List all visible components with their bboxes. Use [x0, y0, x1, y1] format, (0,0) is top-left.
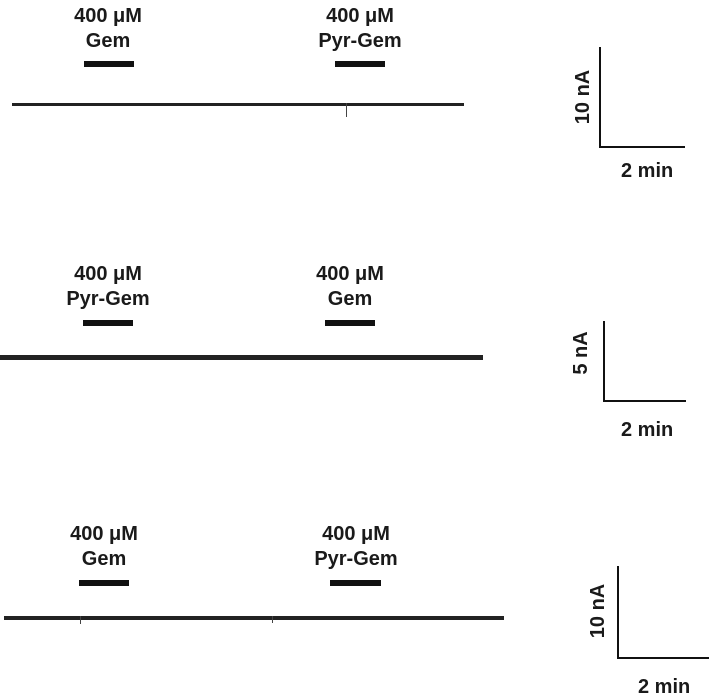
drug-name: Gem [327, 288, 373, 310]
scale-bar-horizontal [603, 400, 686, 402]
drug-name: Pyr-Gem [66, 288, 150, 310]
drug-name: Gem [85, 30, 131, 52]
drug-label-gem: 400 μM Gem [316, 262, 384, 312]
drug-label-pyr-gem: 400 μM Pyr-Gem [318, 4, 401, 54]
scale-bar-vertical [617, 566, 619, 659]
application-bar [84, 61, 134, 67]
scale-bar-vertical [603, 321, 605, 402]
trace-tick [80, 616, 81, 624]
scale-bar-x-label: 2 min [638, 676, 691, 698]
scale-bar-x-label: 2 min [621, 419, 674, 441]
application-bar [79, 580, 129, 586]
drug-concentration: 400 μM [74, 5, 142, 27]
drug-label-pyr-gem: 400 μM Pyr-Gem [66, 262, 149, 312]
drug-concentration: 400 μM [326, 5, 394, 27]
drug-concentration: 400 μM [70, 523, 138, 545]
drug-label-gem: 400 μM Gem [74, 4, 142, 54]
scale-bar-horizontal [599, 146, 685, 148]
application-bar [330, 580, 381, 586]
drug-label-gem: 400 μM Gem [70, 522, 138, 572]
drug-label-pyr-gem: 400 μM Pyr-Gem [314, 522, 397, 572]
current-trace [0, 355, 483, 360]
current-trace [12, 103, 464, 106]
application-bar [335, 61, 385, 67]
recording-panel-1: 400 μM Gem 400 μM Pyr-Gem 10 nA 2 min [0, 0, 715, 200]
drug-concentration: 400 μM [322, 523, 390, 545]
scale-bar-y-label: 10 nA [587, 583, 609, 639]
drug-name: Pyr-Gem [318, 30, 402, 52]
trace-tick [272, 616, 273, 623]
drug-concentration: 400 μM [316, 263, 384, 285]
drug-name: Pyr-Gem [314, 548, 398, 570]
drug-concentration: 400 μM [74, 263, 142, 285]
application-bar [325, 320, 375, 326]
drug-name: Gem [81, 548, 127, 570]
scale-bar-vertical [599, 47, 601, 148]
scale-bar-x-label: 2 min [621, 160, 674, 182]
trace-tick [346, 103, 347, 117]
scale-bar-horizontal [617, 657, 709, 659]
recording-panel-2: 400 μM Pyr-Gem 400 μM Gem 5 nA 2 min [0, 262, 686, 441]
application-bar [83, 320, 133, 326]
current-trace [4, 616, 504, 620]
